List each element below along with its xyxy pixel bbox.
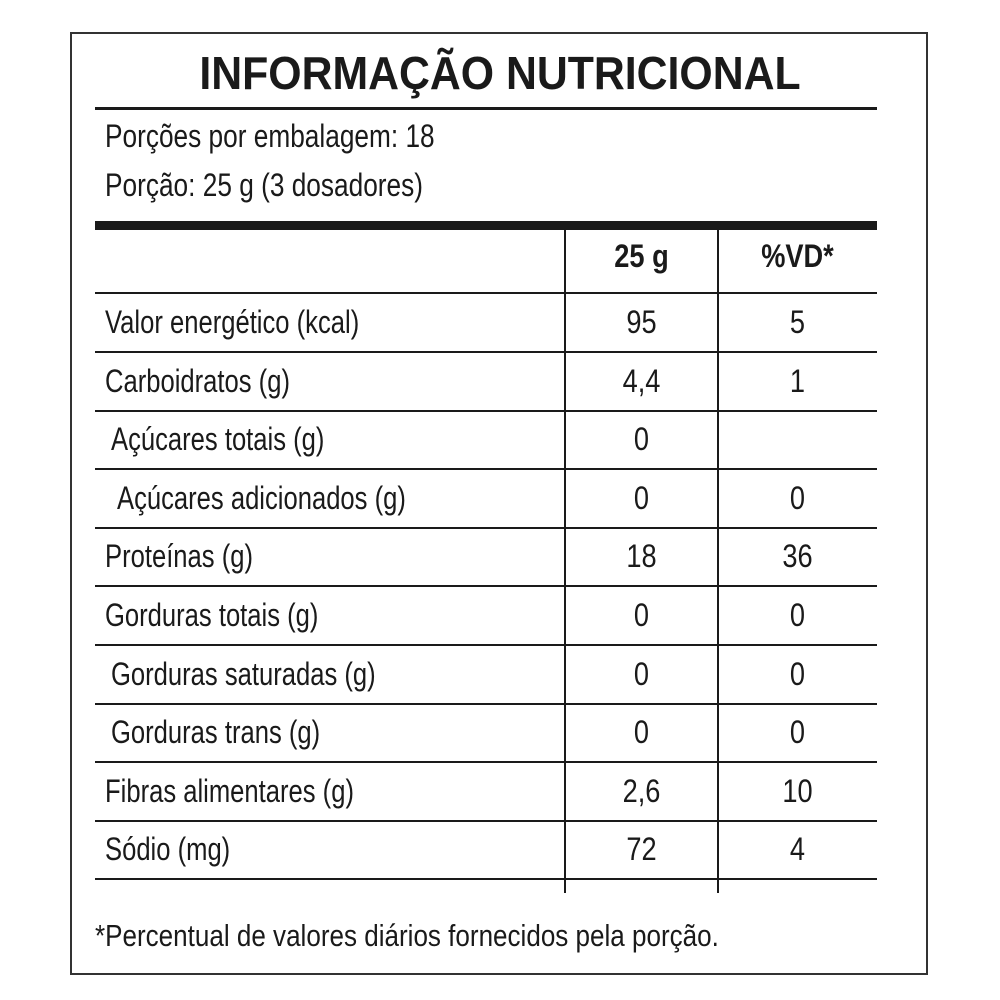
servings-per-package: Porções por embalagem: 18 (105, 118, 435, 154)
header-divider (95, 292, 877, 294)
table-row: Açúcares totais (g) 0 (95, 411, 877, 469)
column-header-amount: 25 g (614, 238, 669, 274)
nutrient-label: Valor energético (kcal) (105, 304, 360, 340)
row-divider (95, 761, 877, 764)
nutrient-label: Sódio (mg) (105, 831, 231, 868)
table-row: Valor energético (kcal) 95 5 (95, 294, 877, 352)
nutrient-label: Proteínas (g) (105, 538, 253, 575)
nutrient-dv: 5 (789, 304, 806, 340)
nutrient-dv: 36 (782, 538, 813, 575)
nutrient-amount: 0 (633, 597, 650, 633)
label-title: INFORMAÇÃO NUTRICIONAL (199, 47, 801, 99)
row-divider (95, 585, 877, 588)
nutrient-label: Gorduras trans (g) (111, 714, 321, 751)
nutrient-dv: 0 (789, 597, 806, 633)
table-row: Sódio (mg) 72 4 (95, 821, 877, 879)
nutrient-amount: 18 (626, 538, 657, 575)
row-divider (95, 702, 877, 705)
nutrient-label: Carboidratos (g) (105, 362, 290, 399)
table-row: Proteínas (g) 18 36 (95, 528, 877, 586)
column-header-dv: %VD* (761, 238, 834, 274)
nutrient-amount: 95 (626, 304, 657, 340)
row-divider (95, 468, 877, 471)
row-divider (95, 409, 877, 412)
nutrient-dv: 0 (789, 655, 806, 692)
nutrient-dv: 1 (789, 362, 806, 399)
table-row: Gorduras totais (g) 0 0 (95, 587, 877, 645)
thick-divider (95, 221, 877, 230)
column-divider (564, 229, 566, 893)
nutrient-amount: 0 (633, 714, 650, 751)
nutrient-dv: 4 (789, 831, 806, 868)
label-border (70, 32, 928, 975)
table-row: Carboidratos (g) 4,4 1 (95, 353, 877, 411)
nutrient-label: Fibras alimentares (g) (105, 772, 354, 809)
row-divider (95, 644, 877, 646)
nutrient-label: Açúcares adicionados (g) (117, 479, 406, 516)
row-divider (95, 351, 877, 353)
nutrient-amount: 72 (626, 831, 657, 868)
divider (95, 107, 877, 110)
row-divider (95, 878, 877, 881)
footnote: *Percentual de valores diários fornecido… (95, 918, 719, 953)
nutrient-amount: 0 (633, 421, 650, 458)
table-row: Gorduras saturadas (g) 0 0 (95, 646, 877, 704)
nutrient-label: Gorduras totais (g) (105, 597, 319, 633)
table-row: Açúcares adicionados (g) 0 0 (95, 470, 877, 528)
serving-size: Porção: 25 g (3 dosadores) (105, 167, 423, 203)
nutrient-dv: 0 (789, 714, 806, 751)
nutrient-amount: 0 (633, 655, 650, 692)
row-divider (95, 526, 877, 529)
nutrient-dv: 0 (789, 479, 806, 516)
nutrient-label: Açúcares totais (g) (111, 421, 325, 458)
nutrient-amount: 2,6 (622, 772, 661, 809)
nutrient-amount: 4,4 (622, 362, 661, 399)
nutrient-amount: 0 (633, 479, 650, 516)
row-divider (95, 819, 877, 822)
column-divider (717, 229, 719, 893)
nutrient-label: Gorduras saturadas (g) (111, 655, 376, 692)
table-row: Fibras alimentares (g) 2,6 10 (95, 763, 877, 821)
nutrient-dv: 10 (782, 772, 813, 809)
table-row: Gorduras trans (g) 0 0 (95, 704, 877, 762)
